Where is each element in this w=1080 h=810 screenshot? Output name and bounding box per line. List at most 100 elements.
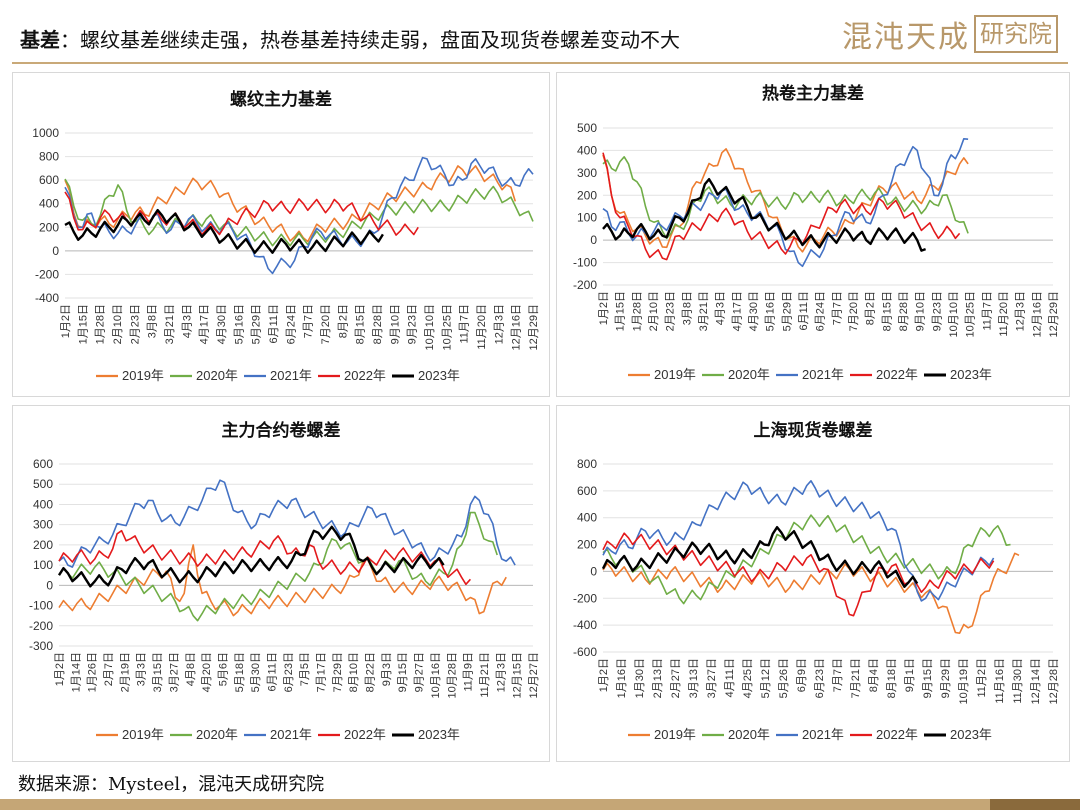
y-tick-label: 100 xyxy=(33,558,53,572)
x-tick-label: 3月21日 xyxy=(698,291,710,331)
x-tick-label: 1月2日 xyxy=(598,291,610,325)
x-tick-label: 1月15日 xyxy=(77,304,89,344)
x-tick-label: 9月3日 xyxy=(381,652,393,686)
x-tick-label: 6月23日 xyxy=(283,652,295,692)
x-tick-label: 7月29日 xyxy=(332,652,344,692)
x-tick-label: 12月15日 xyxy=(512,652,524,698)
series-line-2019年 xyxy=(602,552,1020,634)
chart-title: 上海现货卷螺差 xyxy=(754,420,873,441)
x-tick-label: 4月17日 xyxy=(731,291,743,331)
x-tick-label: 3月13日 xyxy=(688,658,700,698)
x-tick-label: 1月15日 xyxy=(615,291,627,331)
x-tick-label: 3月15日 xyxy=(152,652,164,692)
legend-label: 2023年 xyxy=(418,368,460,383)
y-tick-label: -600 xyxy=(573,645,597,659)
x-tick-label: 5月16日 xyxy=(765,291,777,331)
series-line-2019年 xyxy=(58,544,507,617)
legend-label: 2019年 xyxy=(122,727,164,742)
x-tick-label: 11月16日 xyxy=(994,658,1006,704)
x-tick-label: 12月29日 xyxy=(528,304,540,350)
x-tick-label: 8月18日 xyxy=(886,658,898,698)
x-tick-label: 5月16日 xyxy=(233,304,245,344)
x-tick-label: 1月30日 xyxy=(634,658,646,698)
x-tick-label: 9月27日 xyxy=(414,652,426,692)
x-tick-label: 9月23日 xyxy=(407,304,419,344)
x-tick-label: 12月28日 xyxy=(1048,658,1060,704)
x-tick-label: 12月14日 xyxy=(1030,658,1042,704)
logo-script: 混沌天成 xyxy=(842,20,970,55)
header-rule xyxy=(12,62,1068,64)
series-line-2023年 xyxy=(57,525,445,588)
series-line-2022年 xyxy=(602,152,961,261)
x-tick-label: 2月13日 xyxy=(652,658,664,698)
logo: 混沌天成 研究院 xyxy=(842,12,1058,56)
y-tick-label: -200 xyxy=(573,591,597,605)
y-tick-label: 400 xyxy=(33,497,53,511)
x-tick-label: 10月25日 xyxy=(965,291,977,337)
x-tick-label: 5月29日 xyxy=(781,291,793,331)
x-tick-label: 12月3日 xyxy=(1015,291,1027,331)
x-tick-label: 1月2日 xyxy=(598,658,610,692)
y-tick-label: 400 xyxy=(39,197,59,211)
x-tick-label: 6月24日 xyxy=(815,291,827,331)
x-tick-label: 11月21日 xyxy=(479,652,491,698)
y-tick-label: 200 xyxy=(577,538,597,552)
x-tick-label: 8月28日 xyxy=(372,304,384,344)
x-tick-label: 7月17日 xyxy=(316,652,328,692)
series-line-2020年 xyxy=(64,178,534,247)
x-tick-label: 1月2日 xyxy=(54,652,66,686)
x-tick-label: 7月20日 xyxy=(848,291,860,331)
x-tick-label: 3月21日 xyxy=(164,304,176,344)
x-tick-label: 12月3日 xyxy=(493,304,505,344)
x-tick-label: 8月15日 xyxy=(881,291,893,331)
series-line-2022年 xyxy=(58,529,471,586)
x-tick-label: 3月3日 xyxy=(136,652,148,686)
legend-label: 2021年 xyxy=(802,367,844,382)
y-tick-label: 600 xyxy=(33,457,53,471)
chart-panel-hrc-basis: 热卷主力基差 -200 -100 0 100 200 300 400 500 1月2日 1月15日 1… xyxy=(556,72,1070,397)
headline-text: 螺纹基差继续走强，热卷基差持续走弱，盘面及现货卷螺差变动不大 xyxy=(80,28,680,52)
y-tick-label: 600 xyxy=(577,484,597,498)
y-tick-label: 100 xyxy=(577,211,597,225)
x-tick-label: 8月4日 xyxy=(868,658,880,692)
x-tick-label: 6月23日 xyxy=(814,658,826,698)
futures-spread-chart: 主力合约卷螺差 -300 -200 -100 0 100 200 300 400 500 600 1月… xyxy=(29,420,540,742)
x-tick-label: 10月28日 xyxy=(446,652,458,698)
x-tick-label: 11月9日 xyxy=(463,652,475,692)
legend-label: 2020年 xyxy=(196,727,238,742)
x-tick-label: 4月11日 xyxy=(724,658,736,698)
x-tick-label: 10月19日 xyxy=(958,658,970,704)
legend-label: 2020年 xyxy=(728,367,770,382)
series-line-2019年 xyxy=(64,165,517,243)
y-tick-label: -400 xyxy=(35,291,59,305)
x-tick-label: 12月16日 xyxy=(511,304,523,350)
x-tick-label: 9月10日 xyxy=(389,304,401,344)
series-line-2022年 xyxy=(64,191,419,236)
headline-keyword: 基差 xyxy=(20,28,60,52)
legend-label: 2022年 xyxy=(344,727,386,742)
x-tick-label: 7月21日 xyxy=(850,658,862,698)
x-tick-label: 9月15日 xyxy=(397,652,409,692)
x-tick-label: 5月12日 xyxy=(760,658,772,698)
x-tick-label: 4月17日 xyxy=(199,304,211,344)
legend-label: 2023年 xyxy=(950,727,992,742)
series-line-2021年 xyxy=(602,138,969,268)
x-tick-label: 5月26日 xyxy=(778,658,790,698)
x-tick-label: 1月28日 xyxy=(631,291,643,331)
x-tick-label: 6月24日 xyxy=(285,304,297,344)
x-tick-label: 9月29日 xyxy=(940,658,952,698)
x-tick-label: 1月26日 xyxy=(87,652,99,692)
x-tick-label: 4月8日 xyxy=(185,652,197,686)
x-tick-label: 4月20日 xyxy=(201,652,213,692)
y-tick-label: 500 xyxy=(577,121,597,135)
spot-spread-chart: 上海现货卷螺差 -600 -400 -200 0 200 400 600 800 1月2日 1月16… xyxy=(573,420,1060,742)
x-tick-label: 8月2日 xyxy=(865,291,877,325)
x-tick-label: 11月30日 xyxy=(1012,658,1024,704)
x-tick-label: 4月3日 xyxy=(181,304,193,338)
chart-panel-rebar-basis: 螺纹主力基差 -400 -200 0 200 400 600 800 1000 1月2日 1月15日… xyxy=(12,72,550,397)
x-tick-label: 2月23日 xyxy=(665,291,677,331)
legend-label: 2021年 xyxy=(802,727,844,742)
x-tick-label: 11月20日 xyxy=(998,291,1010,337)
series-line-2021年 xyxy=(58,479,516,568)
x-tick-label: 3月27日 xyxy=(168,652,180,692)
